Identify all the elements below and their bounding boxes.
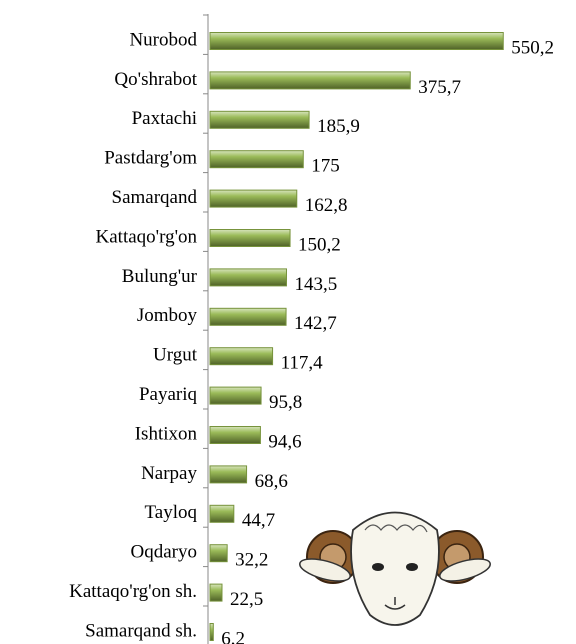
value-label: 32,2: [235, 550, 268, 571]
value-label: 94,6: [268, 431, 301, 452]
bar: [209, 465, 248, 484]
category-label: Jomboy: [137, 305, 198, 326]
category-label: Ishtixon: [135, 423, 198, 444]
ram-illustration: [299, 511, 491, 626]
value-label: 22,5: [230, 589, 263, 610]
bar: [209, 189, 298, 208]
category-label: Paxtachi: [132, 108, 197, 129]
value-label: 185,9: [317, 116, 360, 137]
value-label: 375,7: [418, 77, 461, 98]
value-label: 117,4: [281, 353, 324, 374]
category-label: Narpay: [141, 463, 197, 484]
bar: [209, 347, 274, 366]
value-label: 6,2: [221, 628, 245, 644]
bar: [209, 386, 262, 405]
category-label: Kattaqo'rg'on: [96, 226, 198, 247]
category-label: Samarqand: [112, 187, 198, 208]
bar: [209, 150, 304, 169]
value-label: 143,5: [294, 274, 337, 295]
category-label: Samarqand sh.: [85, 620, 197, 641]
bar: [209, 32, 504, 50]
category-label: Pastdarg'om: [104, 148, 197, 169]
category-label: Bulung'ur: [122, 266, 198, 287]
category-label: Kattaqo'rg'on sh.: [69, 581, 197, 602]
value-label: 142,7: [294, 313, 337, 334]
value-label: 95,8: [269, 392, 302, 413]
value-label: 162,8: [305, 195, 348, 216]
bar: [209, 71, 411, 90]
value-label: 68,6: [255, 471, 288, 492]
value-label: 175: [311, 156, 340, 177]
bar: [209, 544, 228, 563]
value-label: 150,2: [298, 234, 341, 255]
category-label: Oqdaryo: [131, 542, 197, 563]
value-label: 44,7: [242, 510, 275, 531]
category-label: Payariq: [139, 384, 198, 405]
bar: [209, 268, 287, 287]
bar: [209, 426, 261, 444]
bar: [209, 583, 223, 602]
category-label: Qo'shrabot: [114, 69, 197, 90]
bar: [209, 307, 287, 326]
bar: [209, 229, 291, 247]
category-label: Tayloq: [145, 502, 198, 523]
bar: [209, 110, 310, 129]
bar: [209, 623, 214, 641]
bar: [209, 504, 235, 523]
value-label: 550,2: [511, 37, 554, 58]
category-label: Urgut: [153, 345, 198, 366]
category-label: Nurobod: [129, 29, 197, 50]
